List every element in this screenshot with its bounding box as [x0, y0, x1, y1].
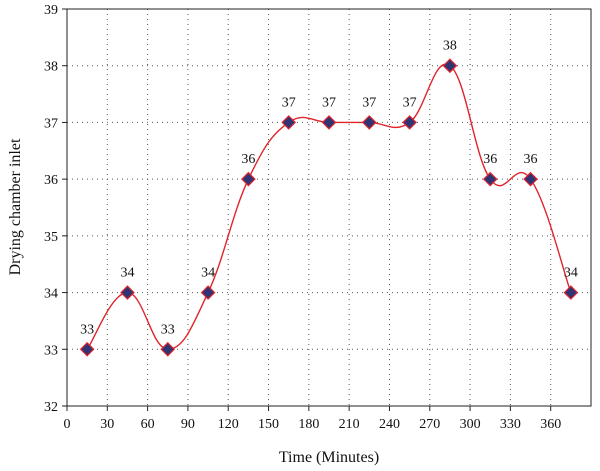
data-point-marker	[160, 341, 176, 357]
x-tick-label: 120	[218, 417, 239, 432]
data-label: 36	[524, 152, 538, 167]
data-label: 37	[362, 95, 376, 110]
x-tick-label: 30	[100, 417, 114, 432]
data-point-marker	[200, 285, 216, 300]
y-axis-title: Drying chamber inlet	[7, 138, 24, 275]
data-label-layer: 33 34 33 34 36 37 37 37 37 38 36 36 34	[80, 39, 578, 338]
plot-frame	[66, 8, 592, 407]
x-tick-label: 60	[141, 417, 155, 432]
data-point-marker	[281, 115, 297, 130]
data-point-marker	[361, 115, 377, 130]
data-label: 34	[564, 266, 578, 281]
data-label: 33	[161, 322, 175, 337]
y-tick-label: 37	[44, 116, 58, 131]
data-point-marker	[482, 171, 498, 187]
axis-layer	[66, 8, 592, 407]
data-label: 36	[483, 152, 497, 167]
tick-layer: 0 30 60 90 120 150 180 210 240 270 300 330 360 32 33 34…	[44, 3, 561, 432]
data-label: 37	[282, 95, 296, 110]
x-axis-title: Time (Minutes)	[279, 449, 379, 466]
data-point-marker	[523, 171, 538, 187]
y-tick-label: 39	[44, 3, 58, 18]
data-point-marker	[563, 285, 579, 300]
marker-layer	[79, 58, 579, 357]
y-tick-label: 35	[44, 230, 58, 245]
x-tick-label: 360	[540, 417, 561, 432]
data-point-marker	[442, 58, 458, 74]
x-tick-label: 180	[298, 417, 319, 432]
grid-layer	[67, 9, 591, 406]
data-label: 34	[201, 266, 215, 281]
data-label: 34	[120, 266, 134, 281]
data-point-marker	[79, 341, 95, 357]
data-label: 37	[403, 95, 417, 110]
x-tick-label: 300	[460, 417, 481, 432]
data-point-marker	[241, 171, 256, 187]
x-tick-label: 90	[181, 417, 195, 432]
x-tick-label: 0	[64, 417, 71, 432]
x-tick-label: 240	[379, 417, 400, 432]
x-tick-label: 150	[258, 417, 279, 432]
y-tick-label: 32	[44, 400, 58, 415]
data-point-marker	[321, 115, 337, 130]
x-tick-label: 330	[500, 417, 521, 432]
y-tick-label: 38	[44, 60, 58, 75]
data-label: 37	[322, 95, 336, 110]
y-tick-label: 34	[44, 287, 58, 302]
y-tick-label: 33	[44, 343, 58, 358]
data-label: 36	[241, 152, 255, 167]
data-label: 38	[443, 39, 457, 54]
data-label: 33	[80, 322, 94, 337]
y-tick-label: 36	[44, 173, 58, 188]
data-point-marker	[402, 115, 417, 130]
x-tick-label: 270	[419, 417, 440, 432]
x-tick-label: 210	[339, 417, 360, 432]
data-point-marker	[120, 285, 135, 300]
